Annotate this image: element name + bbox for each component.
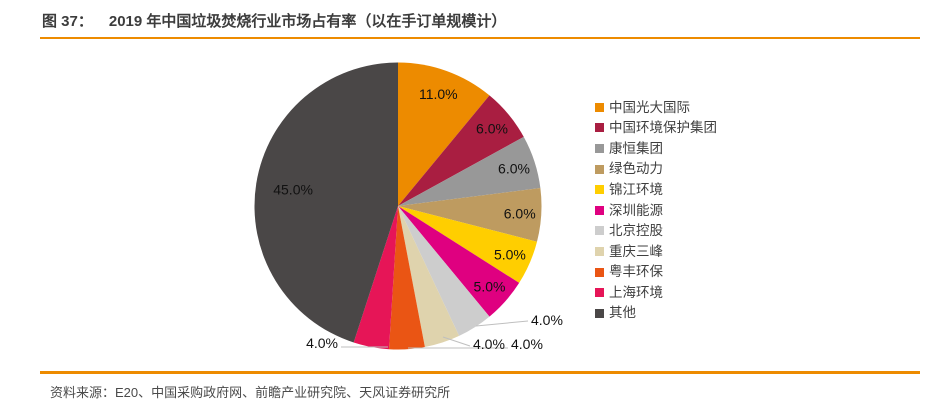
pie-slice-重庆三峰: [398, 206, 460, 347]
legend-label: 其他: [609, 305, 636, 321]
figure-title: 图 37： 2019 年中国垃圾焚烧行业市场占有率（以在手订单规模计）: [42, 10, 506, 31]
pie-slice-北京控股: [398, 206, 490, 336]
slice-label: 4.0%: [306, 335, 338, 351]
legend-label: 深圳能源: [609, 202, 663, 218]
legend-label: 绿色动力: [609, 161, 663, 177]
legend-item: 中国环境保护集团: [595, 118, 717, 139]
slice-label: 5.0%: [474, 279, 506, 295]
pie-slice-绿色动力: [398, 188, 542, 242]
legend-label: 重庆三峰: [609, 243, 663, 259]
slice-label: 5.0%: [494, 246, 526, 262]
legend-label: 北京控股: [609, 223, 663, 239]
pie-slice-上海环境: [353, 206, 398, 350]
legend-label: 康恒集团: [609, 140, 663, 156]
legend-item: 其他: [595, 303, 717, 324]
legend-label: 中国环境保护集团: [609, 120, 717, 136]
legend-label: 上海环境: [609, 284, 663, 300]
slice-label: 4.0%: [511, 336, 543, 352]
slice-label: 6.0%: [476, 120, 508, 136]
legend-item: 重庆三峰: [595, 241, 717, 262]
legend-swatch-icon: [595, 267, 604, 277]
legend-item: 深圳能源: [595, 200, 717, 221]
source-note: 资料来源：E20、中国采购政府网、前瞻产业研究院、天风证券研究所: [50, 385, 451, 400]
leader-line: [442, 336, 471, 347]
title-divider: [40, 37, 920, 39]
legend-label: 锦江环境: [609, 181, 663, 197]
legend-item: 北京控股: [595, 221, 717, 242]
pie-slices: [254, 62, 542, 350]
slice-label: 45.0%: [273, 181, 313, 197]
pie-slice-中国光大国际: [398, 62, 490, 206]
legend-swatch-icon: [595, 185, 604, 195]
legend-item: 上海环境: [595, 282, 717, 303]
slice-label: 4.0%: [473, 336, 505, 352]
legend-swatch-icon: [595, 123, 604, 133]
legend-swatch-icon: [595, 205, 604, 215]
legend-item: 锦江环境: [595, 179, 717, 200]
data-labels: 11.0% 6.0% 6.0% 6.0% 5.0% 5.0% 4.0% 4.0% 4.0% 4.0…: [273, 86, 563, 352]
legend-label: 中国光大国际: [609, 99, 690, 115]
legend-swatch-icon: [595, 308, 604, 318]
legend-swatch-icon: [595, 143, 604, 153]
legend-item: 康恒集团: [595, 138, 717, 159]
leader-line: [475, 320, 529, 327]
legend-swatch-icon: [595, 102, 604, 112]
legend-swatch-icon: [595, 246, 604, 256]
slice-label: 11.0%: [419, 86, 458, 102]
slice-label: 4.0%: [531, 312, 563, 328]
figure-title-text: 2019 年中国垃圾焚烧行业市场占有率（以在手订单规模计）: [108, 13, 507, 30]
slice-label: 6.0%: [498, 160, 530, 176]
footer-divider: [40, 371, 920, 374]
pie-slice-中国环境保护集团: [398, 95, 524, 206]
legend-swatch-icon: [595, 226, 604, 236]
slice-label: 6.0%: [504, 206, 536, 222]
legend-item: 粤丰环保: [595, 262, 717, 283]
chart-legend: 中国光大国际中国环境保护集团 康恒集团绿色动力锦江环境深圳能源北京控股重庆三峰粤丰…: [595, 97, 717, 324]
legend-label: 粤丰环保: [609, 264, 663, 280]
pie-slice-深圳能源: [398, 206, 520, 317]
legend-swatch-icon: [595, 288, 604, 298]
leader-lines: [341, 320, 529, 349]
pie-slice-锦江环境: [398, 206, 537, 283]
legend-swatch-icon: [595, 164, 604, 174]
pie-slice-康恒集团: [398, 136, 541, 206]
legend-item: 绿色动力: [595, 159, 717, 180]
pie-slice-粤丰环保: [388, 206, 425, 350]
figure-number: 图 37：: [42, 13, 93, 30]
legend-item: 中国光大国际: [595, 97, 717, 118]
pie-slice-其他: [254, 62, 398, 343]
